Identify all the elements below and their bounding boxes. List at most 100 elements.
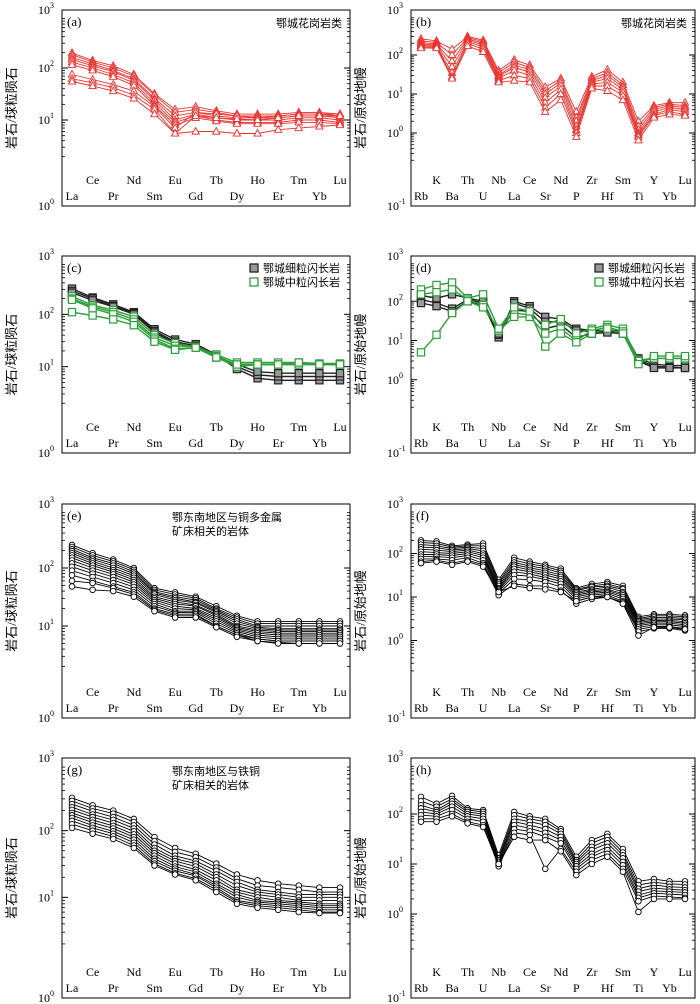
y-tick-exponent: 2: [399, 292, 403, 301]
y-tick-label: 103: [387, 1, 403, 17]
category-label: Nb: [491, 685, 506, 699]
data-point: [495, 860, 502, 868]
category-label: Sm: [615, 965, 632, 979]
category-label: Th: [461, 420, 474, 434]
data-point: [273, 369, 283, 378]
category-label: K: [432, 685, 441, 699]
category-label: Eu: [168, 420, 181, 434]
series-line: [71, 803, 340, 896]
y-tick-mantissa: 10: [38, 3, 50, 17]
panel-label: (f): [416, 508, 429, 523]
y-axis-label: 岩石/原始地幔: [353, 570, 368, 652]
category-label: Er: [272, 701, 283, 715]
plot-frame: [410, 9, 696, 207]
category-label: Y: [650, 420, 659, 434]
y-tick-exponent: 3: [50, 247, 54, 256]
data-point: [494, 77, 504, 86]
chart-panel-a: 100101102103岩石/球粒陨石LaCePrNdSmEuGdTbDyHoE…: [4, 1, 351, 213]
category-label: La: [508, 436, 521, 450]
y-tick-exponent: 2: [399, 46, 403, 55]
data-point: [212, 353, 221, 362]
category-label: Tm: [290, 965, 307, 979]
data-point: [336, 909, 344, 917]
plot-frame: [61, 503, 351, 719]
series-line: [71, 797, 340, 889]
series-line: [71, 814, 340, 907]
data-point: [463, 41, 472, 50]
category-label: P: [573, 701, 580, 715]
series-line: [71, 550, 340, 630]
y-tick-label: 101: [38, 111, 54, 127]
category-label: Dy: [230, 981, 245, 995]
category-label: Dy: [230, 189, 245, 203]
data-point: [232, 113, 242, 122]
y-tick-label: 10-1: [387, 197, 406, 213]
data-point: [541, 586, 549, 593]
data-point: [649, 351, 659, 361]
data-point: [650, 624, 658, 631]
data-point: [557, 588, 565, 596]
category-label: Ba: [445, 436, 459, 450]
data-point: [448, 813, 456, 820]
data-point: [525, 77, 535, 86]
y-tick-mantissa: 10: [38, 619, 50, 633]
panel-title-line2: 矿床相关的岩体: [172, 778, 249, 792]
data-point: [525, 307, 534, 316]
series-line: [71, 566, 340, 640]
legend-label: 鄂城细粒闪长岩: [608, 261, 685, 275]
data-point: [191, 343, 200, 352]
data-point: [109, 315, 118, 324]
data-point: [416, 348, 426, 357]
data-point: [191, 110, 201, 119]
category-label: La: [508, 189, 521, 203]
series-line: [420, 288, 685, 362]
data-point: [254, 877, 261, 884]
series-line: [421, 815, 685, 913]
data-point: [88, 65, 97, 74]
data-point: [89, 579, 96, 587]
y-axis-label: 岩石/球粒陨石: [4, 314, 19, 396]
category-label: La: [66, 981, 79, 995]
y-tick-mantissa: 10: [387, 711, 399, 725]
data-point: [541, 865, 549, 873]
data-point: [417, 818, 425, 825]
y-tick-exponent: 1: [50, 888, 54, 897]
category-label: Rb: [414, 436, 428, 450]
category-label: Gd: [188, 436, 203, 450]
series-line: [421, 45, 686, 142]
data-point: [432, 280, 441, 290]
category-label: Rb: [414, 189, 428, 203]
data-point: [108, 86, 118, 95]
category-label: P: [573, 189, 580, 203]
data-point: [294, 110, 304, 119]
plot-frame: [61, 255, 351, 454]
legend-swatch: [249, 277, 259, 287]
data-point: [509, 303, 519, 312]
data-point: [556, 329, 565, 338]
data-point: [315, 110, 324, 119]
category-label: Yb: [662, 981, 677, 995]
y-tick-mantissa: 10: [38, 497, 50, 511]
data-point: [294, 123, 304, 132]
category-label: K: [432, 420, 441, 434]
series-s9: [67, 76, 345, 137]
data-point: [634, 359, 643, 369]
category-label: Yb: [662, 436, 677, 450]
y-tick-label: 102: [387, 545, 403, 561]
category-label: La: [66, 189, 79, 203]
category-label: La: [66, 436, 79, 450]
category-label: Sr: [540, 189, 551, 203]
data-point: [416, 43, 426, 52]
series-med4: [67, 307, 345, 369]
plot-frame: [61, 757, 351, 999]
series-line: [71, 817, 340, 909]
series-med2: [416, 285, 690, 366]
data-point: [108, 71, 118, 80]
category-label: P: [573, 981, 580, 995]
y-tick-mantissa: 10: [387, 126, 399, 140]
data-point: [254, 637, 261, 645]
data-point: [315, 360, 324, 369]
series-s5: [417, 546, 689, 626]
y-tick-label: 100: [387, 905, 403, 921]
data-point: [635, 908, 642, 916]
